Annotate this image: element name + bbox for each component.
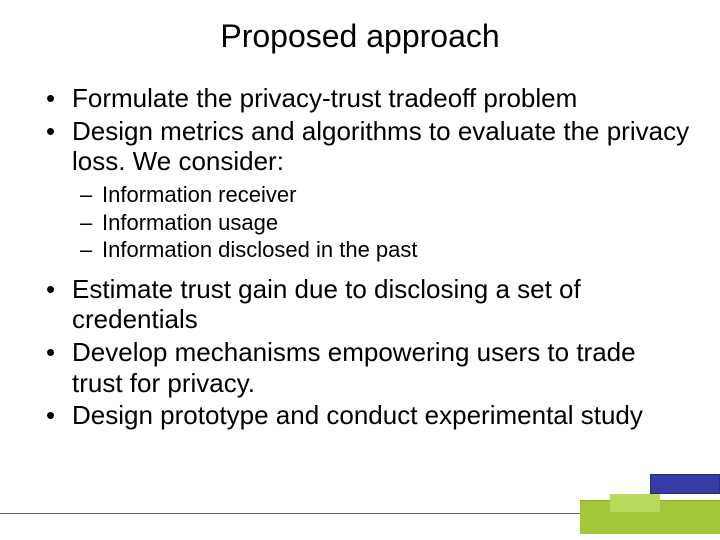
sub-bullet-item: Information usage [80, 209, 690, 237]
bullet-item: Develop mechanisms empowering users to t… [38, 337, 690, 398]
slide: Proposed approach Formulate the privacy-… [0, 0, 720, 540]
corner-graphic [560, 474, 720, 534]
slide-title: Proposed approach [30, 18, 690, 55]
sub-bullet-item: Information disclosed in the past [80, 236, 690, 264]
decor-green-block-light [610, 494, 660, 512]
sub-bullet-list: Information receiver Information usage I… [72, 181, 690, 264]
decor-green-block [580, 500, 720, 534]
slide-body: Formulate the privacy-trust tradeoff pro… [30, 83, 690, 431]
bullet-item: Design prototype and conduct experimenta… [38, 400, 690, 431]
bullet-item: Estimate trust gain due to disclosing a … [38, 274, 690, 335]
bullet-item: Formulate the privacy-trust tradeoff pro… [38, 83, 690, 114]
sub-bullet-item: Information receiver [80, 181, 690, 209]
bullet-item: Design metrics and algorithms to evaluat… [38, 116, 690, 264]
footer-rule [0, 513, 720, 514]
decor-purple-block [650, 474, 720, 494]
bullet-text: Design metrics and algorithms to evaluat… [72, 116, 689, 177]
bullet-list: Formulate the privacy-trust tradeoff pro… [38, 83, 690, 431]
